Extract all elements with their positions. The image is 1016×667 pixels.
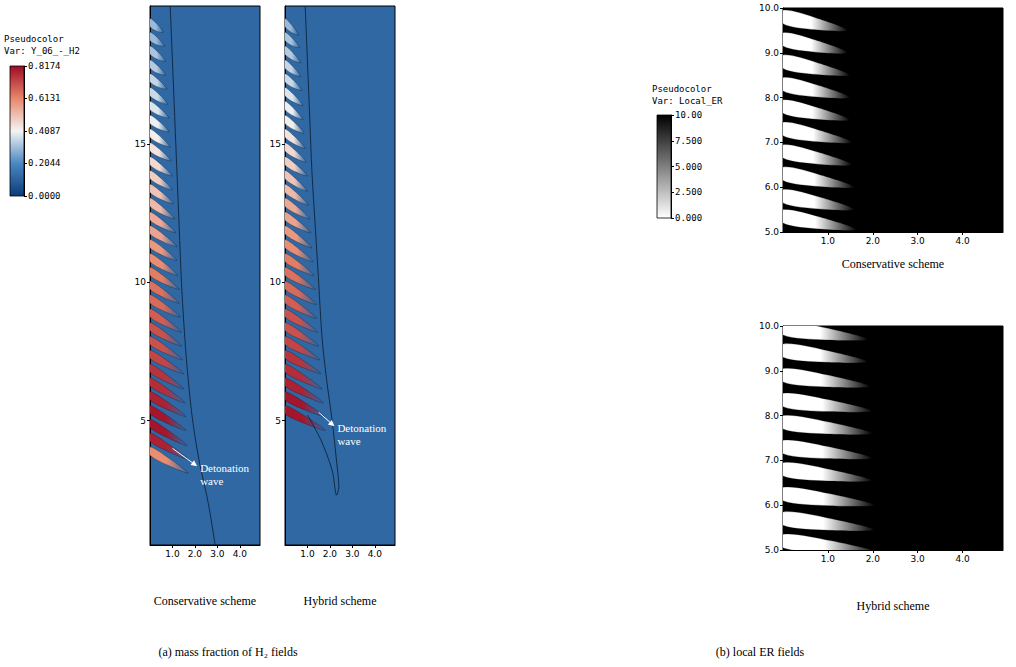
svg-text:Conservative scheme: Conservative scheme [154,594,256,608]
svg-text:1.0: 1.0 [821,236,836,246]
svg-text:3.0: 3.0 [911,554,926,564]
svg-text:Conservative scheme: Conservative scheme [842,257,944,271]
svg-text:15: 15 [270,139,281,149]
svg-text:1.0: 1.0 [165,549,180,559]
svg-text:6.0: 6.0 [765,182,780,192]
svg-text:(b) local ER fields: (b) local ER fields [716,645,805,659]
svg-text:5: 5 [275,416,281,426]
svg-text:3.0: 3.0 [210,549,225,559]
svg-text:10: 10 [135,277,147,287]
svg-text:2.0: 2.0 [188,549,203,559]
svg-text:8.0: 8.0 [765,93,780,103]
svg-text:1.0: 1.0 [821,554,836,564]
svg-text:4.0: 4.0 [368,549,383,559]
svg-text:8.0: 8.0 [765,411,780,421]
svg-text:9.0: 9.0 [765,366,780,376]
svg-text:15: 15 [135,139,146,149]
svg-text:10: 10 [270,277,282,287]
svg-text:7.0: 7.0 [765,137,780,147]
svg-text:0.000: 0.000 [675,213,702,223]
svg-text:10.00: 10.00 [675,110,702,120]
svg-text:(a) mass fraction of H₂ fields: (a) mass fraction of H₂ fields [158,645,297,659]
svg-text:2.0: 2.0 [866,236,881,246]
svg-text:Hybrid scheme: Hybrid scheme [857,599,930,613]
svg-text:6.0: 6.0 [765,500,780,510]
svg-text:Detonation: Detonation [200,462,249,474]
svg-text:10.0: 10.0 [759,3,779,13]
svg-text:0.2044: 0.2044 [28,158,61,168]
svg-text:4.0: 4.0 [955,236,970,246]
svg-text:Var: Y_06_-_H2: Var: Y_06_-_H2 [4,46,80,56]
svg-text:5.0: 5.0 [765,227,780,237]
svg-text:2.0: 2.0 [323,549,338,559]
svg-text:5: 5 [140,416,146,426]
svg-text:7.500: 7.500 [675,136,702,146]
svg-text:7.0: 7.0 [765,455,780,465]
svg-text:2.0: 2.0 [866,554,881,564]
svg-text:0.8174: 0.8174 [28,61,61,71]
svg-text:1.0: 1.0 [300,549,315,559]
svg-text:5.0: 5.0 [765,545,780,555]
svg-text:Pseudocolor: Pseudocolor [4,34,64,44]
svg-text:9.0: 9.0 [765,48,780,58]
svg-text:4.0: 4.0 [233,549,248,559]
svg-text:2.500: 2.500 [675,187,702,197]
svg-text:4.0: 4.0 [955,554,970,564]
svg-text:Var: Local_ER: Var: Local_ER [652,96,723,106]
svg-text:Detonation: Detonation [337,422,386,434]
svg-text:5.000: 5.000 [675,162,702,172]
svg-text:3.0: 3.0 [345,549,360,559]
svg-text:wave: wave [200,475,223,487]
svg-text:Pseudocolor: Pseudocolor [652,84,712,94]
svg-text:0.4087: 0.4087 [28,126,61,136]
svg-text:10.0: 10.0 [759,321,779,331]
svg-text:0.6131: 0.6131 [28,93,61,103]
svg-text:Hybrid scheme: Hybrid scheme [304,594,377,608]
svg-text:0.0000: 0.0000 [28,191,61,201]
svg-text:3.0: 3.0 [911,236,926,246]
svg-text:wave: wave [337,435,360,447]
